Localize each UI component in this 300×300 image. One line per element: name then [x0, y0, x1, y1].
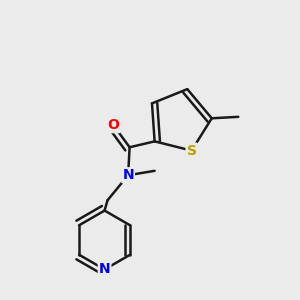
Text: N: N: [99, 262, 110, 277]
Text: O: O: [107, 118, 119, 132]
Text: N: N: [122, 168, 134, 182]
Text: S: S: [187, 144, 196, 158]
